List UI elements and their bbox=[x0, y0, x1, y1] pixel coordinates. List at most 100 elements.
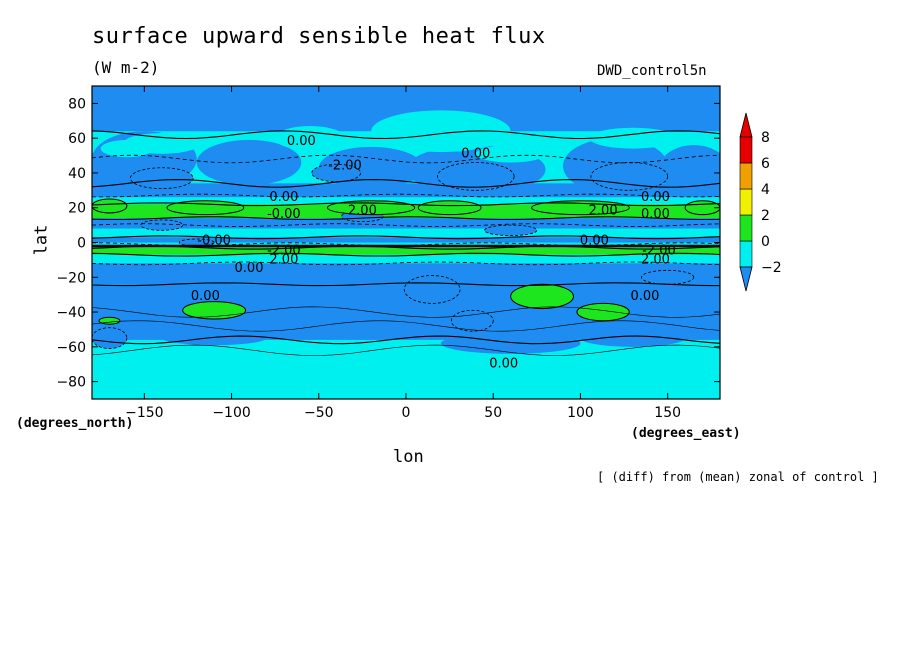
colorbar-tick-label: 4 bbox=[761, 182, 770, 198]
neutral-region bbox=[100, 139, 154, 158]
contour-line bbox=[92, 154, 720, 164]
colorbar-segment bbox=[739, 214, 753, 242]
contour-label: 2.00 bbox=[641, 252, 670, 267]
zonal-band bbox=[92, 237, 720, 243]
contour-label: 0.00 bbox=[235, 261, 264, 276]
contour-label: -2.00 bbox=[267, 244, 301, 259]
low-region bbox=[641, 269, 695, 285]
x-tick-label: 150 bbox=[654, 405, 681, 421]
chart-units: (W m-2) bbox=[92, 58, 160, 77]
negative-region bbox=[580, 329, 686, 347]
contour-line bbox=[92, 130, 720, 140]
zonal-band bbox=[92, 228, 720, 238]
zonal-band bbox=[92, 218, 720, 229]
low-region bbox=[436, 162, 515, 191]
zonal-band bbox=[92, 183, 720, 198]
neutral-region bbox=[475, 145, 546, 163]
run-label: DWD_control5n bbox=[597, 63, 707, 79]
contour-line bbox=[92, 235, 720, 240]
negative-region bbox=[161, 331, 267, 346]
chart-title: surface upward sensible heat flux bbox=[92, 24, 546, 49]
y-tick-label: 20 bbox=[68, 201, 86, 217]
positive-region bbox=[182, 301, 247, 320]
contour-label: 2.00 bbox=[589, 204, 618, 219]
colorbar-segment bbox=[739, 188, 753, 216]
contour-label: 0.00 bbox=[631, 289, 660, 304]
x-tick-label: 50 bbox=[484, 405, 502, 421]
contour-label: 2.00 bbox=[348, 204, 377, 219]
axis-ticks: −150 −100 −50 0 50 100 150 −80 −60 −40 −20 0 20 40 60 8… bbox=[56, 86, 720, 421]
contour-label: 0.00 bbox=[191, 289, 220, 304]
low-region bbox=[450, 309, 494, 332]
contour-label: -0.00 bbox=[197, 233, 231, 248]
colorbar-segment bbox=[739, 240, 753, 268]
colorbar-tick-label: −2 bbox=[761, 260, 782, 276]
zonal-band bbox=[92, 247, 720, 255]
colorbar-tick-label: 2 bbox=[761, 208, 770, 224]
neutral-region bbox=[275, 125, 345, 151]
plot-area: 0.00-2.000.000.00-0.00 2.00 2.000.000.00-0… bbox=[92, 86, 720, 399]
contour-line bbox=[92, 202, 720, 207]
zonal-band bbox=[92, 197, 720, 205]
contour-label: 0.00 bbox=[461, 146, 490, 161]
contour-label: 2.00 bbox=[269, 252, 298, 267]
negative-region bbox=[92, 277, 119, 330]
low-region bbox=[129, 167, 194, 189]
positive-region bbox=[166, 200, 245, 216]
colorbar-tick-label: 6 bbox=[761, 156, 770, 172]
contour-line bbox=[92, 245, 720, 250]
low-region bbox=[140, 219, 184, 231]
contour-label: -2.00 bbox=[642, 244, 676, 259]
y-tick-label: −60 bbox=[56, 340, 86, 356]
contour-label: 0.00 bbox=[489, 357, 518, 372]
contour-line bbox=[92, 252, 720, 257]
y-tick-label: 80 bbox=[68, 96, 86, 112]
negative-region bbox=[283, 270, 389, 292]
contour-label: -2.00 bbox=[328, 158, 362, 173]
x-tick-label: 100 bbox=[567, 405, 594, 421]
footnote: [ (diff) from (mean) zonal of control ] bbox=[597, 470, 879, 484]
contour-line bbox=[92, 282, 720, 287]
colorbar-tick-label: 0 bbox=[761, 234, 770, 250]
positive-region bbox=[510, 283, 574, 310]
low-region bbox=[92, 327, 128, 349]
colorbar: −2 0 2 4 6 8 bbox=[739, 112, 782, 292]
contour-label: 0.00 bbox=[287, 134, 316, 149]
low-region bbox=[403, 275, 461, 304]
contour-line bbox=[92, 344, 720, 356]
y-tick-label: −40 bbox=[56, 305, 86, 321]
colorbar-tick-label: 8 bbox=[761, 130, 770, 146]
contour-label: 0.00 bbox=[641, 190, 670, 205]
y-tick-label: 40 bbox=[68, 166, 86, 182]
zonal-band bbox=[92, 254, 720, 264]
colorbar-segment bbox=[739, 136, 753, 164]
contour-label: 0.00 bbox=[641, 207, 670, 222]
negative-region bbox=[92, 152, 127, 194]
positive-region bbox=[92, 198, 128, 214]
x-tick-label: −100 bbox=[212, 405, 250, 421]
contour-line bbox=[92, 306, 720, 318]
y-tick-label: −80 bbox=[56, 375, 86, 391]
contour-line bbox=[92, 320, 720, 332]
y-tick-label: 0 bbox=[77, 236, 86, 252]
colorbar-over-arrow bbox=[739, 112, 753, 138]
x-tick-label: −150 bbox=[125, 405, 163, 421]
contour-line bbox=[92, 216, 720, 221]
colorbar-segment bbox=[739, 162, 753, 190]
low-region bbox=[178, 238, 215, 247]
x-tick-label: 0 bbox=[402, 405, 411, 421]
y-tick-label: −20 bbox=[56, 270, 86, 286]
contour-label: 0.00 bbox=[269, 190, 298, 205]
y-tick-label: 60 bbox=[68, 131, 86, 147]
x-tick-label: −50 bbox=[304, 405, 334, 421]
low-region bbox=[484, 224, 538, 236]
colorbar-under-arrow bbox=[739, 266, 753, 292]
negative-region bbox=[440, 332, 581, 354]
contour-line bbox=[92, 179, 720, 188]
y-axis-unit: (degrees_north) bbox=[16, 416, 134, 431]
negative-region bbox=[615, 273, 720, 316]
x-axis-unit: (degrees_east) bbox=[631, 426, 741, 441]
low-region bbox=[590, 162, 669, 191]
negative-region bbox=[658, 145, 720, 194]
